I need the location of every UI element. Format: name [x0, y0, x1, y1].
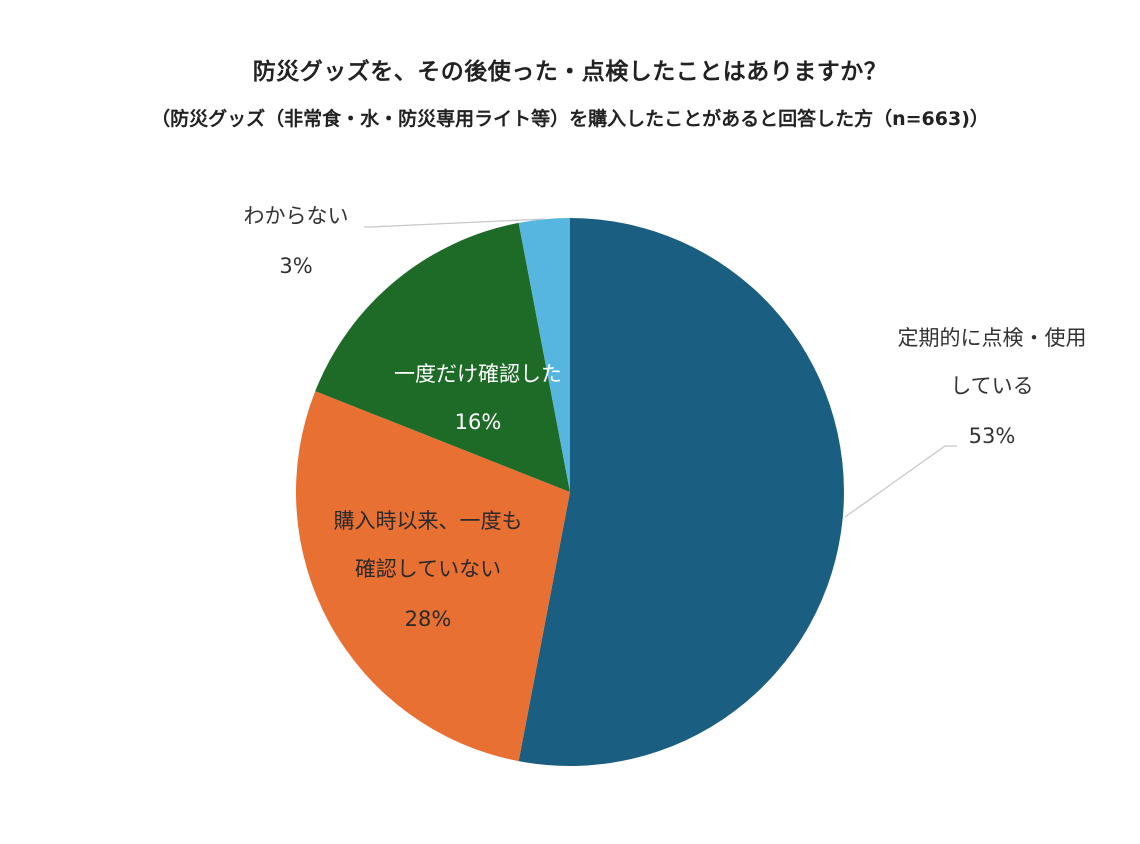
leader-line-regular: [844, 445, 957, 518]
pie-slice-regular: [518, 218, 844, 766]
slice-label-regular: 定期的に点検・使用 している 53%: [898, 326, 1087, 448]
chart-title: 防災グッズを、その後使った・点検したことはありますか？: [252, 59, 888, 85]
slice-value-label: 53%: [969, 424, 1016, 448]
slice-value-label: 3%: [279, 254, 312, 278]
slice-label-line: 購入時以来、一度も: [334, 509, 523, 533]
slice-label-line: 一度だけ確認した: [394, 362, 562, 386]
slice-label-checked-once: 一度だけ確認した 16%: [394, 362, 562, 434]
pie-slices: [295, 218, 844, 766]
slice-label-line: 確認していない: [355, 557, 501, 581]
slice-label-line: わからない: [244, 204, 349, 228]
slice-value-label: 28%: [405, 607, 452, 631]
pie-slice-unknown: [518, 218, 570, 492]
chart-subtitle: （防災グッズ（非常食・水・防災専用ライト等）を購入したことがあると回答した方（n…: [151, 108, 989, 130]
pie-slice-checked-once: [315, 222, 570, 492]
slice-label-never-checked: 購入時以来、一度も 確認していない 28%: [334, 509, 523, 631]
pie-slice-never-checked: [295, 391, 570, 762]
slice-label-unknown: わからない 3%: [244, 204, 349, 278]
slice-label-line: している: [950, 374, 1033, 398]
leader-line-unknown: [364, 218, 546, 228]
slice-label-line: 定期的に点検・使用: [898, 326, 1087, 350]
slice-value-label: 16%: [455, 410, 502, 434]
